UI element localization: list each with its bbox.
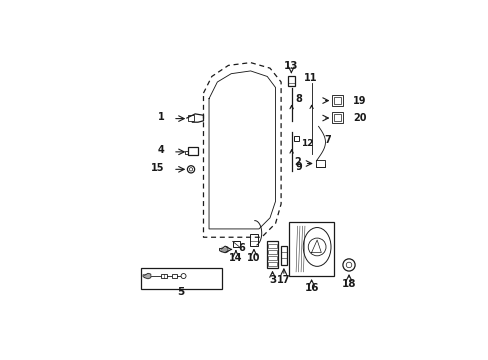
Text: 5: 5: [177, 287, 184, 297]
Text: 15: 15: [151, 163, 164, 173]
Circle shape: [189, 168, 192, 171]
Circle shape: [187, 166, 194, 173]
Text: 2: 2: [293, 157, 300, 167]
Text: 20: 20: [352, 113, 366, 123]
Text: 1: 1: [158, 112, 164, 122]
Text: 12: 12: [301, 139, 313, 148]
Text: 6: 6: [238, 243, 244, 253]
Bar: [268, 256, 276, 260]
Text: 13: 13: [284, 61, 298, 71]
Bar: [141, 268, 221, 288]
Bar: [188, 147, 198, 156]
Bar: [332, 95, 343, 105]
Text: 11: 11: [303, 73, 316, 83]
Bar: [160, 274, 166, 278]
Polygon shape: [232, 242, 239, 247]
Bar: [315, 161, 325, 167]
Bar: [249, 234, 257, 246]
Bar: [188, 115, 193, 121]
Circle shape: [346, 262, 351, 268]
Text: 16: 16: [304, 283, 318, 293]
Bar: [334, 97, 341, 104]
Bar: [334, 114, 341, 121]
Polygon shape: [219, 246, 227, 253]
Bar: [280, 246, 287, 265]
Circle shape: [342, 259, 354, 271]
Text: 18: 18: [341, 279, 356, 289]
Bar: [294, 136, 299, 141]
Bar: [268, 262, 276, 266]
Bar: [268, 244, 276, 248]
Text: 7: 7: [324, 135, 330, 145]
Bar: [287, 76, 294, 86]
Text: 10: 10: [246, 253, 260, 263]
Text: 17: 17: [277, 275, 290, 285]
Text: 19: 19: [352, 96, 366, 105]
Text: 14: 14: [229, 253, 242, 263]
Bar: [268, 250, 276, 254]
Text: 4: 4: [158, 145, 164, 156]
Text: 9: 9: [295, 162, 302, 172]
Bar: [266, 242, 278, 268]
Text: 3: 3: [268, 275, 276, 285]
Bar: [289, 222, 333, 276]
Bar: [332, 112, 343, 123]
Circle shape: [181, 274, 185, 279]
Text: 8: 8: [295, 94, 302, 104]
Bar: [172, 274, 177, 278]
Polygon shape: [143, 273, 150, 279]
